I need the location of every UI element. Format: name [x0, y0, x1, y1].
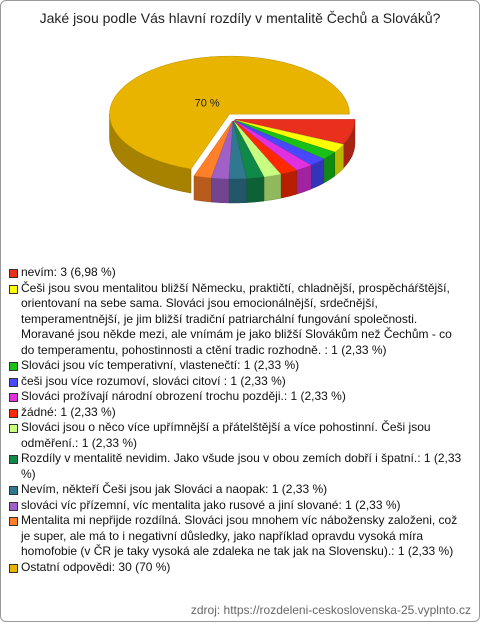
slice — [234, 120, 325, 166]
legend-swatch — [9, 486, 18, 495]
legend-item: Mentalita mi nepřijde rozdílná. Slováci … — [9, 513, 465, 560]
legend-swatch — [9, 269, 18, 278]
legend-swatch — [9, 455, 18, 464]
slice-side — [193, 175, 212, 203]
legend-swatch — [9, 362, 18, 371]
legend-swatch — [9, 517, 18, 526]
legend-swatch — [9, 424, 18, 433]
legend-label: Češi jsou svou mentalitou bližší Německu… — [21, 280, 452, 357]
legend-label: Nevím, někteří Češi jsou jak Slováci a n… — [21, 482, 328, 496]
legend-item: češi jsou více rozumoví, slováci citoví … — [9, 374, 465, 390]
source: zdroj: https://rozdeleni-ceskoslovenska-… — [190, 603, 471, 617]
legend-item: Rozdíly v mentalitě nevidim. Jako všude … — [9, 451, 465, 482]
slice — [228, 120, 247, 180]
slice-side — [263, 173, 282, 202]
slice — [233, 120, 298, 175]
legend-swatch — [9, 284, 18, 294]
slice — [234, 120, 312, 171]
legend-item: Slováci prožívají národní obrození troch… — [9, 389, 465, 405]
slice — [109, 55, 350, 170]
legend-label: nevím: 3 (6,98 %) — [21, 265, 116, 279]
slice-label: 70 % — [195, 97, 220, 109]
slice — [210, 120, 234, 180]
legend-item: Ostatní odpovědi: 30 (70 %) — [9, 560, 465, 576]
legend-label: Rozdíly v mentalitě nevidim. Jako všude … — [21, 451, 462, 481]
slice — [233, 120, 265, 179]
legend-item: Nevím, někteří Češi jsou jak Slováci a n… — [9, 482, 465, 498]
legend-label: žádné: 1 (2,33 %) — [21, 404, 116, 419]
legend: nevím: 3 (6,98 %) Češi jsou svou mentalit… — [9, 265, 465, 575]
legend-item: Slováci jsou víc temperativní, vlasteneč… — [9, 358, 465, 374]
legend-label: Mentalita mi nepřijde rozdílná. Slováci … — [21, 513, 458, 558]
legend-label: češi jsou více rozumoví, slováci citoví … — [21, 373, 286, 388]
legend-label: Ostatní odpovědi: 30 (70 %) — [21, 559, 171, 574]
chart-title: Jaké jsou podle Vás hlavní rozdíly v men… — [39, 10, 441, 26]
slice-side — [210, 177, 229, 204]
legend-label: Slováci jsou o něco více upřímnější a př… — [21, 420, 431, 450]
legend-swatch — [9, 377, 18, 387]
pie-chart: 70 % — [109, 55, 356, 204]
slice — [234, 119, 336, 160]
legend-swatch — [9, 501, 18, 511]
slice — [234, 119, 344, 153]
legend-item: slováci víc přízemní, víc mentalita jako… — [9, 498, 465, 514]
slice-side — [228, 178, 247, 204]
legend-swatch — [9, 563, 18, 573]
legend-item: Češi jsou svou mentalitou bližší Německu… — [9, 281, 465, 359]
slice — [234, 119, 356, 145]
slice-side — [246, 176, 265, 203]
slice — [233, 120, 282, 178]
slice — [193, 120, 233, 179]
legend-item: nevím: 3 (6,98 %) — [9, 265, 465, 281]
legend-item: žádné: 1 (2,33 %) — [9, 405, 465, 421]
legend-item: Slováci jsou o něco více upřímnější a př… — [9, 420, 465, 451]
legend-swatch — [9, 408, 18, 418]
legend-label: slováci víc přízemní, víc mentalita jako… — [21, 497, 401, 512]
legend-swatch — [9, 393, 18, 402]
legend-label: Slováci jsou víc temperativní, vlasteneč… — [21, 358, 300, 372]
slice-side — [280, 169, 297, 199]
legend-label: Slováci prožívají národní obrození troch… — [21, 389, 346, 403]
